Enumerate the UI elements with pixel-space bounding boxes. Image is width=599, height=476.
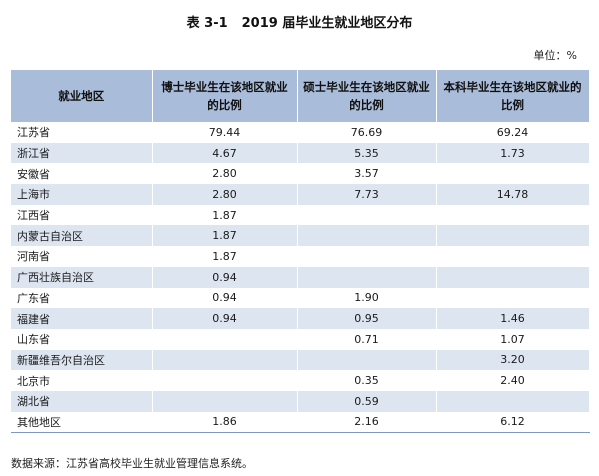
bachelor-value-cell — [435, 390, 590, 412]
header-phd: 博士毕业生在该地区就业的比例 — [151, 70, 298, 122]
phd-value-cell: 0.94 — [151, 308, 298, 329]
region-cell: 江西省 — [11, 204, 153, 226]
master-value-cell — [296, 246, 437, 267]
master-value-cell: 3.57 — [296, 163, 437, 185]
master-value-cell — [296, 225, 437, 247]
bachelor-value-cell — [435, 163, 590, 185]
employment-region-table: 就业地区 博士毕业生在该地区就业的比例 硕士毕业生在该地区就业的比例 本科毕业生… — [11, 70, 590, 434]
region-cell: 福建省 — [11, 308, 153, 329]
master-value-cell: 0.59 — [296, 390, 437, 412]
table-row: 湖北省 0.59 — [11, 390, 590, 412]
phd-value-cell: 2.80 — [151, 163, 298, 185]
table-row: 浙江省 4.67 5.35 1.73 — [11, 142, 590, 164]
bachelor-value-cell — [435, 204, 590, 226]
table-row: 广西壮族自治区 0.94 — [11, 266, 590, 288]
master-value-cell: 0.71 — [296, 328, 437, 350]
master-value-cell: 2.16 — [296, 411, 437, 434]
bachelor-value-cell — [435, 246, 590, 267]
region-cell: 安徽省 — [11, 163, 153, 185]
table-row: 安徽省 2.80 3.57 — [11, 163, 590, 185]
master-value-cell — [296, 349, 437, 371]
region-cell: 广西壮族自治区 — [11, 266, 153, 288]
table-row: 其他地区 1.86 2.16 6.12 — [11, 411, 590, 434]
phd-value-cell: 1.87 — [151, 225, 298, 247]
region-cell: 山东省 — [11, 328, 153, 350]
bachelor-value-cell: 2.40 — [435, 370, 590, 391]
bachelor-value-cell: 69.24 — [435, 122, 590, 143]
phd-value-cell — [151, 370, 298, 391]
master-value-cell — [296, 204, 437, 226]
bachelor-value-cell — [435, 225, 590, 247]
master-value-cell: 7.73 — [296, 184, 437, 205]
data-source-note: 数据来源：江苏省高校毕业生就业管理信息系统。 — [11, 457, 253, 470]
header-bachelor: 本科毕业生在该地区就业的比例 — [435, 70, 590, 122]
phd-value-cell: 79.44 — [151, 122, 298, 143]
table-row: 广东省 0.94 1.90 — [11, 287, 590, 309]
phd-value-cell: 4.67 — [151, 142, 298, 164]
table-row: 北京市 0.35 2.40 — [11, 370, 590, 391]
master-value-cell: 1.90 — [296, 287, 437, 309]
phd-value-cell: 0.94 — [151, 266, 298, 288]
region-cell: 其他地区 — [11, 411, 153, 434]
phd-value-cell: 2.80 — [151, 184, 298, 205]
bachelor-value-cell: 1.73 — [435, 142, 590, 164]
phd-value-cell: 1.86 — [151, 411, 298, 434]
table-body: 江苏省 79.44 76.69 69.24 浙江省 4.67 5.35 1.73 安徽省 2.80… — [11, 122, 590, 434]
region-cell: 新疆维吾尔自治区 — [11, 349, 153, 371]
table-row: 内蒙古自治区 1.87 — [11, 225, 590, 247]
region-cell: 内蒙古自治区 — [11, 225, 153, 247]
table-title: 表 3-1 2019 届毕业生就业地区分布 — [0, 12, 599, 31]
table-title-text: 2019 届毕业生就业地区分布 — [241, 16, 413, 31]
region-cell: 湖北省 — [11, 390, 153, 412]
table-row: 福建省 0.94 0.95 1.46 — [11, 308, 590, 329]
master-value-cell: 76.69 — [296, 122, 437, 143]
region-cell: 河南省 — [11, 246, 153, 267]
table-header-row: 就业地区 博士毕业生在该地区就业的比例 硕士毕业生在该地区就业的比例 本科毕业生… — [11, 70, 590, 122]
bachelor-value-cell — [435, 287, 590, 309]
phd-value-cell — [151, 390, 298, 412]
region-cell: 江苏省 — [11, 122, 153, 143]
bachelor-value-cell: 6.12 — [435, 411, 590, 434]
table-row: 江西省 1.87 — [11, 204, 590, 226]
bachelor-value-cell: 3.20 — [435, 349, 590, 371]
bachelor-value-cell: 1.07 — [435, 328, 590, 350]
phd-value-cell — [151, 328, 298, 350]
master-value-cell: 0.35 — [296, 370, 437, 391]
table-row: 新疆维吾尔自治区 3.20 — [11, 349, 590, 371]
bachelor-value-cell — [435, 266, 590, 288]
table-row: 江苏省 79.44 76.69 69.24 — [11, 122, 590, 143]
table-row: 河南省 1.87 — [11, 246, 590, 267]
region-cell: 浙江省 — [11, 142, 153, 164]
bachelor-value-cell: 1.46 — [435, 308, 590, 329]
phd-value-cell: 1.87 — [151, 246, 298, 267]
table-row: 山东省 0.71 1.07 — [11, 328, 590, 350]
master-value-cell — [296, 266, 437, 288]
bachelor-value-cell: 14.78 — [435, 184, 590, 205]
header-region: 就业地区 — [11, 70, 153, 122]
region-cell: 北京市 — [11, 370, 153, 391]
phd-value-cell — [151, 349, 298, 371]
master-value-cell: 5.35 — [296, 142, 437, 164]
header-master: 硕士毕业生在该地区就业的比例 — [296, 70, 437, 122]
phd-value-cell: 0.94 — [151, 287, 298, 309]
master-value-cell: 0.95 — [296, 308, 437, 329]
table-number: 表 3-1 — [186, 16, 228, 31]
table-row: 上海市 2.80 7.73 14.78 — [11, 184, 590, 205]
unit-label: 单位：% — [533, 49, 577, 62]
phd-value-cell: 1.87 — [151, 204, 298, 226]
region-cell: 广东省 — [11, 287, 153, 309]
region-cell: 上海市 — [11, 184, 153, 205]
